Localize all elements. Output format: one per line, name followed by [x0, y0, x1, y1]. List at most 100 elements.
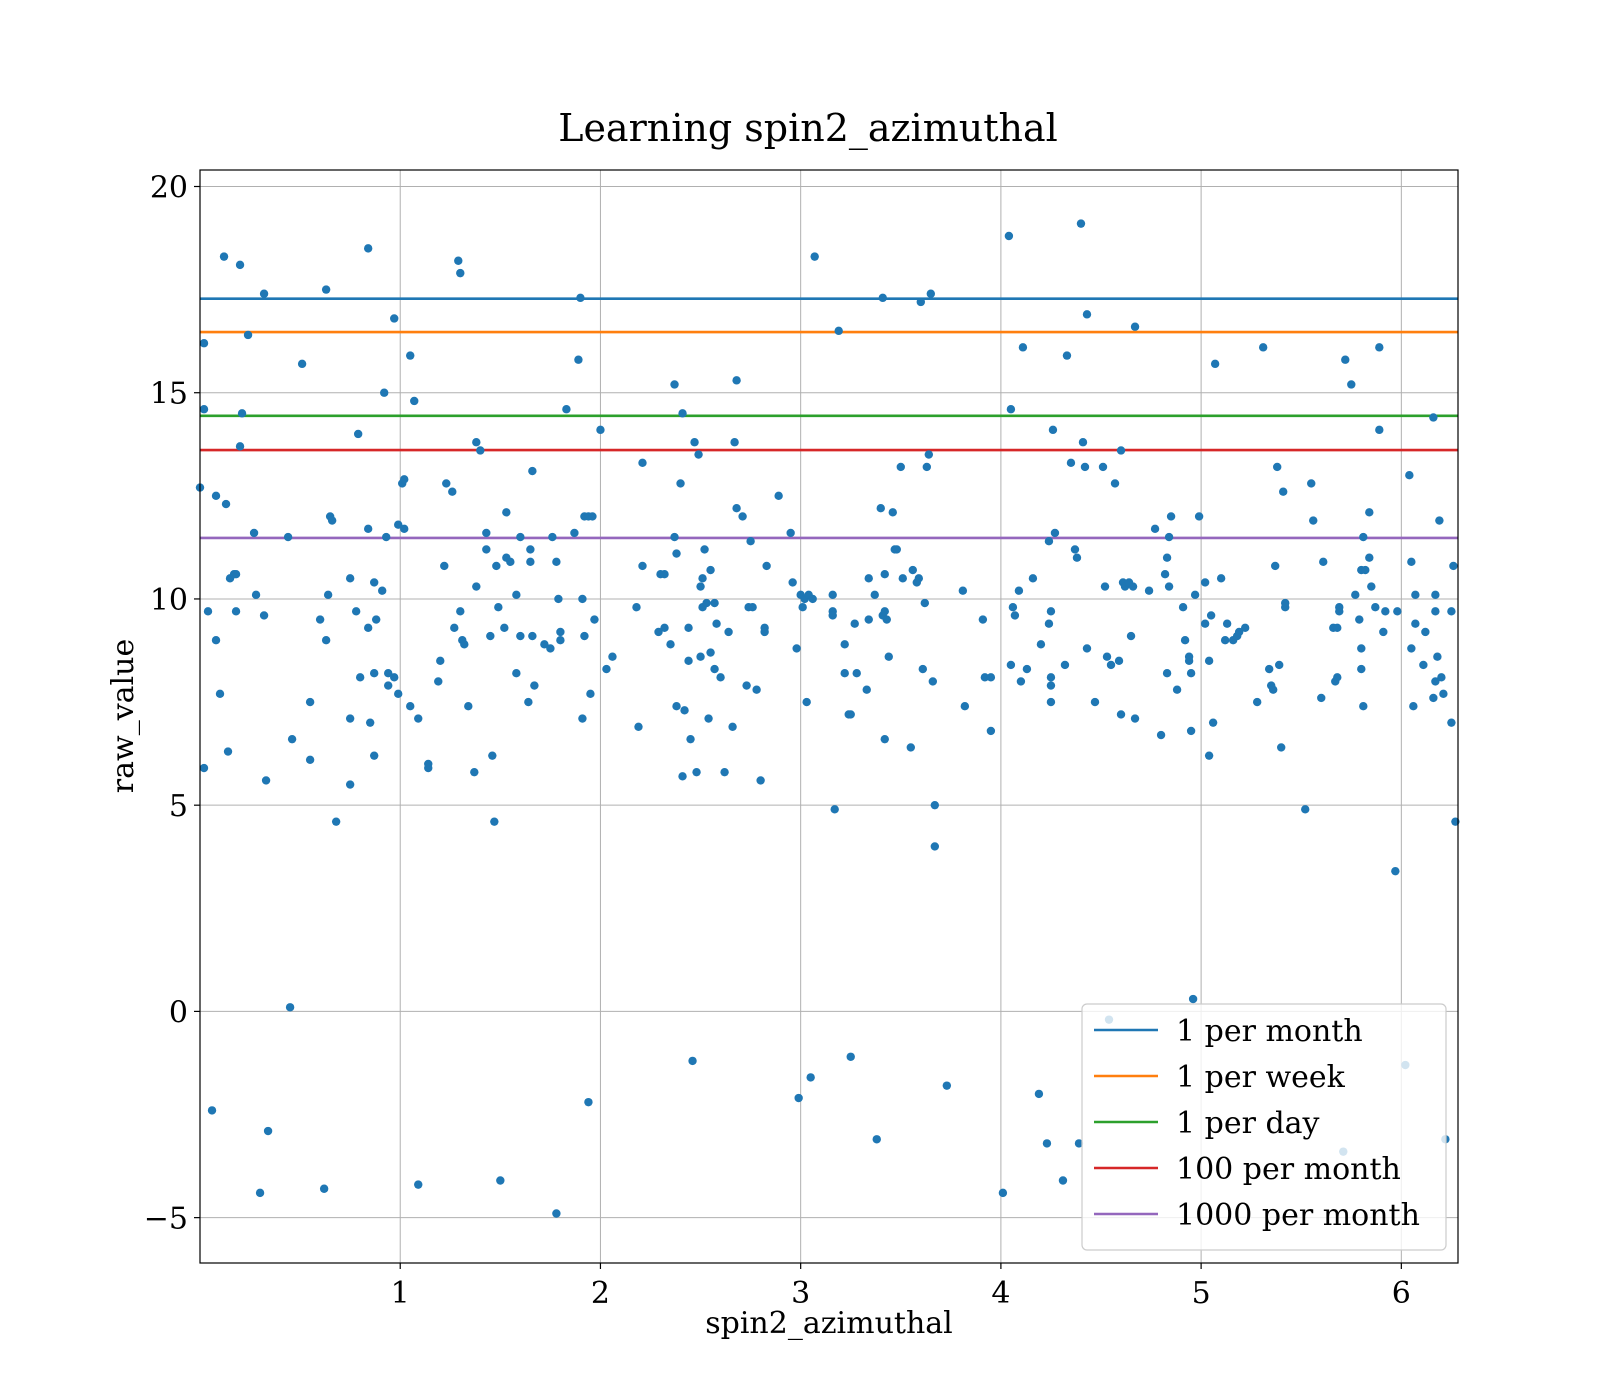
data-point — [369, 668, 379, 678]
data-point — [878, 293, 887, 303]
data-point — [1200, 578, 1210, 587]
data-point — [1066, 458, 1076, 468]
data-point — [678, 772, 687, 781]
data-point — [235, 260, 245, 270]
data-point — [1391, 866, 1400, 876]
data-point — [394, 689, 403, 699]
data-point — [660, 623, 669, 633]
data-point — [930, 842, 940, 851]
data-point — [1210, 359, 1220, 369]
data-point — [494, 603, 503, 612]
data-point — [1439, 689, 1448, 699]
y-tick-label: −5 — [144, 1202, 188, 1237]
data-point — [898, 574, 907, 583]
data-point — [327, 516, 337, 525]
data-point — [738, 512, 747, 521]
data-point — [1347, 380, 1356, 389]
data-point — [1264, 664, 1274, 674]
y-tick-label: 20 — [150, 170, 188, 205]
data-point — [1381, 607, 1390, 616]
data-point — [1188, 994, 1198, 1004]
data-point — [526, 557, 535, 567]
data-point — [1016, 677, 1026, 686]
data-point — [1022, 664, 1032, 674]
data-point — [1431, 590, 1440, 600]
data-point — [454, 256, 463, 265]
data-point — [319, 1184, 329, 1193]
data-point — [698, 574, 707, 583]
x-tick-label: 6 — [1392, 1276, 1411, 1311]
data-point — [1317, 693, 1326, 703]
data-point — [1080, 462, 1090, 472]
data-point — [688, 1056, 697, 1066]
data-point — [502, 508, 511, 517]
data-point — [203, 607, 213, 616]
data-point — [1048, 425, 1058, 435]
data-point — [928, 677, 938, 686]
data-point — [986, 673, 996, 682]
data-point — [1240, 623, 1250, 633]
data-point — [1351, 590, 1360, 600]
data-point — [762, 561, 771, 571]
data-point — [231, 570, 241, 579]
data-point — [321, 635, 331, 645]
data-point — [1206, 611, 1216, 620]
data-point — [369, 751, 379, 760]
data-point — [704, 714, 713, 723]
data-point — [574, 355, 583, 364]
data-point — [1333, 673, 1342, 682]
data-point — [460, 640, 469, 649]
data-point — [554, 594, 563, 604]
data-point — [752, 685, 761, 694]
data-point — [978, 615, 988, 624]
legend-items: 1 per month 1 per week 1 per day 100 per mo… — [1094, 1014, 1420, 1233]
data-point — [1160, 570, 1170, 579]
data-point — [442, 479, 451, 488]
data-point — [654, 627, 663, 637]
data-point — [283, 532, 293, 542]
data-point — [552, 557, 561, 567]
data-point — [880, 734, 889, 744]
data-point — [1447, 718, 1456, 727]
data-point — [1409, 701, 1418, 711]
data-point — [1277, 743, 1286, 752]
data-point — [464, 701, 473, 711]
data-point — [382, 532, 391, 542]
data-point — [1407, 557, 1416, 567]
data-point — [482, 545, 491, 554]
data-point — [1405, 471, 1414, 480]
data-point — [1082, 644, 1092, 653]
data-point — [880, 570, 889, 579]
data-point — [724, 627, 733, 637]
data-point — [998, 1188, 1008, 1198]
data-point — [305, 697, 315, 707]
data-point — [660, 570, 669, 579]
x-tick-label: 4 — [991, 1276, 1010, 1311]
data-point — [488, 751, 497, 760]
data-point — [285, 1003, 295, 1012]
data-point — [1359, 701, 1368, 711]
data-point — [846, 1052, 855, 1061]
data-point — [1421, 627, 1430, 637]
data-point — [287, 734, 297, 744]
data-point — [1365, 508, 1374, 517]
data-point — [732, 376, 741, 385]
data-point — [297, 359, 307, 369]
data-point — [1301, 805, 1310, 814]
data-point — [1046, 697, 1056, 707]
data-point — [896, 462, 905, 472]
data-point — [922, 462, 932, 472]
data-point — [846, 710, 855, 719]
data-point — [512, 668, 521, 678]
grid-layer — [200, 170, 1458, 1263]
data-point — [1186, 668, 1196, 678]
data-point — [1307, 479, 1316, 488]
data-point — [351, 607, 361, 616]
legend-label: 1 per week — [1176, 1060, 1346, 1095]
data-point — [231, 607, 241, 616]
x-axis-ticks: 1 2 3 4 5 6 — [391, 1263, 1411, 1311]
data-point — [394, 520, 403, 529]
data-point — [1268, 685, 1278, 694]
data-point — [1144, 586, 1154, 595]
data-point — [237, 409, 247, 418]
